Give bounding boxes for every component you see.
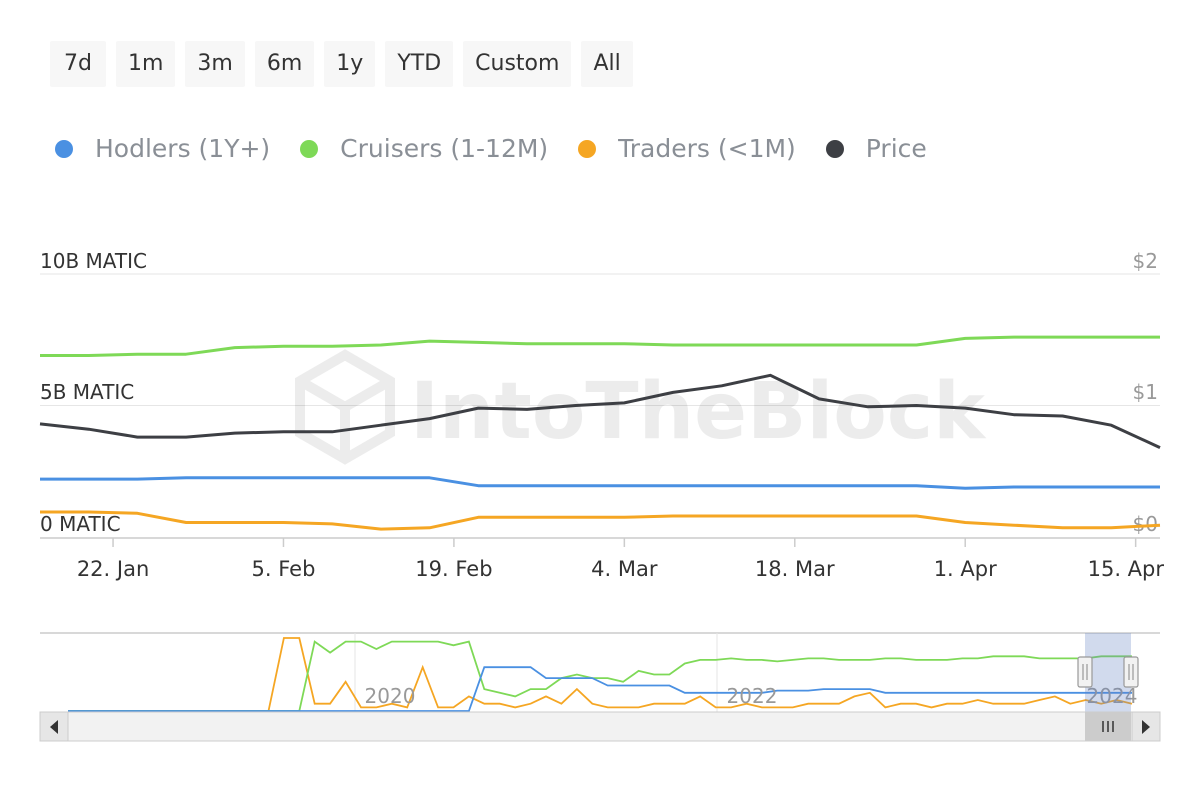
scrollbar-left-button[interactable] (39, 711, 69, 742)
navigator-handle-right[interactable] (1123, 656, 1139, 688)
range-button-1m[interactable]: 1m (115, 41, 176, 87)
scrollbar-track[interactable] (39, 711, 1161, 742)
range-button-3m[interactable]: 3m (185, 41, 245, 87)
navigator-tick-label: 2022 (727, 684, 778, 708)
legend-label-hodlers: Hodlers (1Y+) (95, 134, 271, 163)
x-tick-label: 19. Feb (415, 557, 492, 581)
legend-item-traders[interactable]: Traders (<1M) (578, 134, 796, 163)
legend-item-hodlers[interactable]: Hodlers (1Y+) (55, 134, 270, 163)
y-left-tick-label: 0 MATIC (40, 512, 121, 536)
navigator-tick-label: 2020 (365, 684, 416, 708)
series-line-price[interactable] (39, 373, 1161, 449)
arrow-left-icon (50, 720, 58, 734)
series-line-traders[interactable] (40, 510, 1161, 531)
navigator-ticks: 2020 2022 2024 (365, 684, 1138, 708)
range-button-all[interactable]: All (581, 41, 633, 87)
y-right-tick-label: $1 (1133, 380, 1158, 404)
x-tick-label: 18. Mar (755, 557, 835, 581)
navigator-line-hodlers (68, 666, 1132, 712)
navigator-tick-label: 2024 (1087, 684, 1138, 708)
navigator-series (68, 637, 1133, 712)
navigator[interactable]: 2020 2022 2024 (40, 632, 1160, 712)
navigator-handle-left[interactable] (1077, 656, 1093, 688)
x-tick-label: 15. Apr (1088, 557, 1165, 581)
x-axis: 22. Jan 5. Feb 19. Feb 4. Mar 18. Mar 1. Apr 1… (40, 537, 1165, 581)
watermark-text: IntoTheBlock (410, 367, 987, 457)
legend-dot-price (825, 139, 844, 158)
legend-label-price: Price (865, 134, 927, 163)
legend-dot-hodlers (55, 139, 73, 158)
x-tick-label: 22. Jan (77, 557, 149, 581)
scrollbar-right-button[interactable] (1131, 711, 1161, 742)
y-right-tick-label: $2 (1133, 249, 1158, 273)
legend-dot-traders (578, 139, 597, 158)
x-tick-label: 1. Apr (934, 557, 997, 581)
chart-legend: Hodlers (1Y+) Cruisers (1-12M) Traders (… (55, 134, 927, 163)
range-selector: 7d 1m 3m 6m 1y YTD Custom All (50, 41, 633, 87)
legend-item-cruisers[interactable]: Cruisers (1-12M) (300, 134, 548, 163)
legend-item-price[interactable]: Price (825, 134, 927, 163)
range-button-ytd[interactable]: YTD (385, 41, 454, 87)
legend-label-cruisers: Cruisers (1-12M) (340, 134, 549, 163)
y-right-tick-label: $0 (1133, 512, 1158, 536)
series-line-cruisers[interactable] (40, 335, 1160, 357)
y-left-tick-label: 5B MATIC (40, 380, 134, 404)
legend-dot-cruisers (300, 139, 319, 158)
range-button-7d[interactable]: 7d (50, 41, 106, 87)
range-button-6m[interactable]: 6m (254, 41, 315, 87)
range-button-custom[interactable]: Custom (463, 41, 572, 87)
scrollbar[interactable] (39, 711, 1161, 742)
scrollbar-thumb[interactable] (1085, 712, 1131, 741)
range-button-1y[interactable]: 1y (324, 41, 376, 87)
series-line-hodlers[interactable] (40, 476, 1160, 490)
navigator-background (40, 632, 1160, 712)
watermark-logo-icon (295, 349, 395, 465)
x-tick-label: 5. Feb (252, 557, 316, 581)
legend-label-traders: Traders (<1M) (618, 134, 796, 163)
arrow-right-icon (1142, 720, 1150, 734)
x-tick-label: 4. Mar (591, 557, 658, 581)
navigator-selected-range[interactable] (1085, 633, 1131, 712)
series-layer (39, 335, 1161, 531)
y-left-tick-label: 10B MATIC (40, 249, 147, 273)
watermark: IntoTheBlock (295, 349, 987, 465)
axis-labels: 10B MATIC 5B MATIC 0 MATIC $2 $1 $0 (40, 249, 1158, 536)
